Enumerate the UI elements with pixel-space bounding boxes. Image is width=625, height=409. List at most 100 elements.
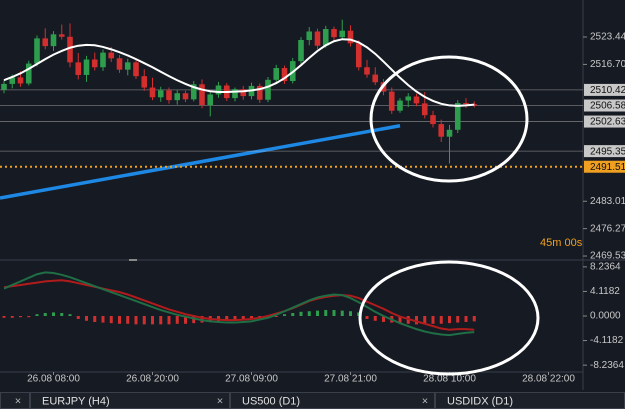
candle-body [232, 89, 238, 99]
candle-body [265, 79, 271, 100]
histogram-bar [448, 316, 451, 324]
candle-body [240, 89, 247, 97]
histogram-bar [274, 316, 278, 317]
panel-handle [129, 259, 137, 261]
candle-body [256, 85, 263, 100]
candle-body [100, 52, 106, 68]
candle-body [372, 74, 379, 83]
x-tick-label: 28.08 10:00 [423, 374, 476, 385]
candle-body [273, 68, 280, 80]
candle-body [281, 68, 288, 82]
price-tag [584, 160, 625, 173]
histogram-bar [283, 314, 286, 316]
histogram-bar [439, 316, 443, 324]
highlight-ellipse [358, 260, 540, 376]
tab-close[interactable]: × [422, 395, 428, 407]
histogram-bar [233, 316, 237, 320]
histogram-bar [332, 310, 336, 316]
histogram-bar [365, 316, 369, 319]
histogram-bar [291, 313, 295, 316]
y-tick-label: -8.2364 [590, 360, 624, 371]
candle-body [397, 100, 403, 111]
histogram-bar [76, 316, 80, 319]
y-tick-label: -4.1182 [590, 335, 624, 346]
y-tick-label: 4.1182 [590, 286, 620, 297]
histogram-bar [27, 316, 31, 318]
price-tag-label: 2510.42 [590, 85, 625, 96]
histogram-bar [68, 314, 72, 316]
candle-body [133, 62, 139, 77]
candle-body [190, 84, 197, 100]
candle-body [83, 59, 90, 75]
countdown: 45m 00s [540, 237, 583, 249]
candle-body [75, 62, 82, 75]
histogram-bar [134, 316, 138, 325]
y-tick-label: 0.0000 [590, 311, 621, 322]
candle-body [149, 87, 156, 98]
histogram-bar [175, 316, 179, 324]
price-tag-label: 2491.51 [590, 162, 625, 173]
histogram-bar [192, 316, 196, 324]
histogram-bar [225, 316, 229, 321]
candle-body [17, 77, 24, 84]
candle-body [339, 30, 346, 38]
candle-body [91, 59, 98, 68]
line-series [3, 271, 475, 337]
histogram-bar [35, 314, 39, 316]
candle-body [322, 29, 329, 46]
y-tick-label: 2523.44 [590, 32, 625, 43]
candle-body [141, 76, 148, 88]
candle-body [438, 124, 445, 137]
candle-body [215, 85, 222, 95]
candle-body [182, 93, 189, 100]
candle-body [50, 34, 57, 47]
histogram-bar [324, 310, 328, 316]
candle-body [454, 102, 461, 130]
candle-body [331, 29, 337, 38]
histogram-bar [299, 311, 303, 316]
candle-body [306, 31, 313, 41]
x-tick-label: 27.08 21:00 [324, 374, 377, 385]
histogram-bar [85, 316, 88, 321]
candle-body [463, 102, 469, 105]
candle-body [207, 94, 214, 106]
y-tick-label: 2483.01 [590, 196, 625, 207]
candle-body [347, 30, 354, 44]
histogram-bar [151, 316, 154, 325]
histogram-bar [2, 316, 6, 318]
candle-body [108, 52, 115, 59]
trendline [0, 124, 401, 200]
histogram-bar [382, 316, 385, 322]
tab-label[interactable]: US500 (D1) [242, 395, 300, 407]
histogram-bar [109, 316, 113, 324]
candle-body [116, 58, 123, 70]
histogram-bar [431, 316, 435, 324]
histogram-bar [472, 316, 476, 322]
candle-body [199, 84, 205, 106]
histogram-bar [423, 316, 427, 325]
candle-body [446, 129, 453, 137]
histogram-bar [60, 313, 64, 316]
histogram-bar [307, 311, 311, 316]
tab-close[interactable]: × [15, 395, 21, 407]
histogram-bar [19, 316, 22, 318]
price-tag [584, 145, 625, 158]
tab-label[interactable]: USDIDX (D1) [447, 395, 513, 407]
x-tick-label: 28.08 22:00 [522, 374, 575, 385]
price-tag [584, 83, 625, 96]
histogram-bar [118, 316, 121, 324]
candle-body [157, 90, 164, 98]
histogram-bar [456, 316, 460, 323]
histogram-bar [316, 310, 319, 316]
candle-body [388, 91, 395, 111]
histogram-bar [43, 313, 47, 316]
price-tag [584, 115, 625, 128]
histogram-bar [250, 316, 253, 319]
tab-label[interactable]: EURJPY (H4) [42, 395, 110, 407]
candle-body [58, 34, 65, 37]
candle-body [430, 115, 436, 125]
y-tick-label: 8.2364 [590, 261, 621, 272]
price-tag [584, 99, 625, 112]
tab-close[interactable]: × [217, 395, 223, 407]
price-tag-label: 2506.58 [590, 101, 625, 112]
